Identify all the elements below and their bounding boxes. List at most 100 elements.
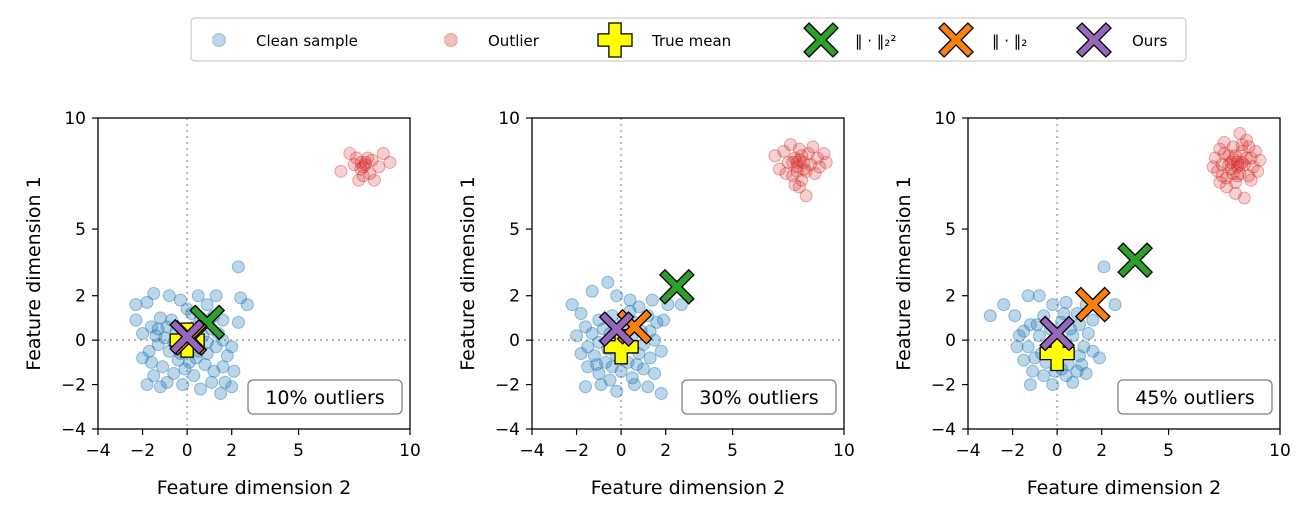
x-tick-label: 10 [1269,441,1291,461]
clean-sample-point [636,362,650,376]
clean-sample-point [1066,375,1080,389]
clean-sample-point [570,329,584,343]
clean-sample-point [641,380,655,394]
clean-sample-point [1081,326,1095,340]
clean-sample-point [983,309,997,323]
outlier-point [367,173,381,187]
y-axis-label: Feature dimension 1 [23,176,45,370]
x-tick-label: −2 [130,441,155,461]
outlier-point [376,147,390,161]
x-tick-label: −4 [85,441,110,461]
outlier-point [772,162,786,176]
clean-sample-point [603,373,617,387]
outlier-point [1222,158,1236,172]
outlier-point [1253,153,1267,167]
clean-sample-point [142,344,156,358]
x-tick-label: −4 [955,441,980,461]
outlier-point [792,153,806,167]
clean-sample-point [610,289,624,303]
clean-sample-point [623,293,637,307]
legend-entry-outlier: Outlier [444,32,540,50]
clean-sample-point [227,364,241,378]
clean-sample-point [1057,306,1071,320]
l2-squared-estimate-marker [658,268,695,305]
clean-sample-point [156,360,170,374]
clean-sample-point [625,371,639,385]
outlier-point [788,178,802,192]
clean-sample-point [1077,340,1091,354]
outlier-point [334,164,348,178]
outlier-point [347,158,361,172]
outlier-point [786,169,800,183]
panel-30pct: −4 −2 0 2 5 10 −4 −2 0 2 5 10 Feature dimension 2 Fea… [457,109,855,499]
outlier-point [799,164,813,178]
clean-sample-point [209,340,223,354]
outlier-point [792,180,806,194]
clean-sample-point [140,378,154,392]
ours-estimate-marker [1039,315,1076,352]
outlier-point [1235,144,1249,158]
outlier-point [1220,180,1234,194]
outlier-point [790,155,804,169]
outlier-point [1206,160,1220,174]
clean-sample-point [1026,364,1040,378]
clean-sample-point [1017,353,1031,367]
plot-area [129,147,397,400]
clean-sample-point [216,360,230,374]
outlier-point [356,160,370,174]
outlier-point [784,138,798,152]
clean-sample-point [650,315,664,329]
y-tick-label: −4 [931,420,956,440]
x-axis-label: Feature dimension 2 [591,477,785,499]
clean-sample-point [209,289,223,303]
clean-sample-point [178,362,192,376]
outlier-point [343,147,357,161]
legend-label: ‖ · ‖₂² [855,32,896,50]
legend-frame [190,17,1187,62]
axes-frame [97,117,411,430]
x-tick-label: −2 [1000,441,1025,461]
panel-10pct: −4 −2 0 2 5 10 −4 −2 0 2 5 10 Feature dimension 2 Fea… [23,109,421,499]
x-tick-label: −4 [519,441,544,461]
outlier-point [1213,142,1227,156]
x-axis-label: Feature dimension 2 [1027,477,1221,499]
clean-sample-point [592,366,606,380]
clean-sample-point [1023,378,1037,392]
outlier-point [801,147,815,161]
outlier-point [781,155,795,169]
outlier-point [1246,160,1260,174]
clean-sample-point [160,375,174,389]
clean-sample-point [594,378,608,392]
clean-sample-point [654,344,668,358]
clean-sample-point [144,320,158,334]
outlier-point [817,147,831,161]
y-tick-label: 5 [509,220,520,240]
outlier-point [1248,144,1262,158]
outlier-point [1224,162,1238,176]
clean-sample-point [1012,329,1026,343]
clean-sample-point [1017,324,1031,338]
clean-sample-point [162,289,176,303]
clean-sample-point [654,386,668,400]
outlier-point [1244,151,1258,165]
clean-sample-point [147,286,161,300]
outlier-point [1213,175,1227,189]
panel-annotation-box [1117,379,1273,415]
clean-sample-point [194,382,208,396]
axes-frame [531,117,845,430]
outlier-point [1235,138,1249,152]
y-tick-label: 5 [75,220,86,240]
clean-sample-point [997,298,1011,312]
legend-label: ‖ · ‖₂ [992,32,1027,50]
clean-sample-point [1092,351,1106,365]
outlier-point [383,155,397,169]
clean-sample-point [205,375,219,389]
clean-sample-point [585,326,599,340]
panel-45pct: −4 −2 0 2 5 10 −4 −2 0 2 5 10 Feature dimension 2 Fea… [893,109,1291,499]
clean-sample-point [1070,364,1084,378]
outlier-point [790,164,804,178]
axes-frame [967,117,1281,430]
y-tick-label: 2 [75,287,86,307]
outlier-point [1251,164,1265,178]
panel-annotation-box [247,379,403,415]
